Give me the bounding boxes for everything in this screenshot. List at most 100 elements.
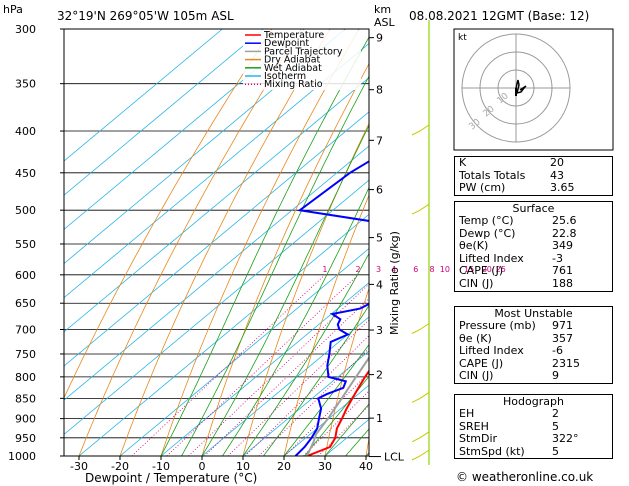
isotherm-line xyxy=(64,29,346,265)
table-row: θe (K) 357 xyxy=(455,331,612,346)
credit-text: © weatheronline.co.uk xyxy=(456,470,594,484)
wet-adiabat-line xyxy=(160,36,369,456)
row-label: SREH xyxy=(459,419,489,433)
km-tick-label: 7 xyxy=(376,134,383,147)
series-line-dewpoint xyxy=(294,160,369,456)
mixing-ratio-label: 8 xyxy=(429,265,434,274)
hodograph-trace xyxy=(515,79,527,95)
index-label: Totals Totals xyxy=(459,168,526,182)
row-label: Temp (°C) xyxy=(459,214,514,227)
row-value: 9 xyxy=(552,369,559,383)
station-location: 32°19'N 269°05'W 105m ASL xyxy=(57,9,234,23)
legend-entry: Temperature xyxy=(263,30,324,41)
km-tick-label: 1 xyxy=(376,412,383,425)
datetime-label: 08.08.2021 12GMT (Base: 12) xyxy=(409,9,589,23)
mixing-ratio-axis-title: Mixing Ratio (g/kg) xyxy=(388,231,401,335)
wind-barb xyxy=(411,431,430,443)
row-value: 5 xyxy=(552,444,559,458)
row-label: CIN (J) xyxy=(459,369,494,383)
pressure-tick-label: 750 xyxy=(15,348,36,361)
dry-adiabat-line xyxy=(283,194,369,456)
temperature-axis: -30 -20 -10 0 10 20 30 40 xyxy=(70,456,373,473)
series-line-parcel-trajectory xyxy=(306,356,369,456)
row-value: -3 xyxy=(552,251,563,265)
row-value: 971 xyxy=(552,319,573,332)
hodograph: kt 10 20 30 xyxy=(453,28,614,151)
wet-adiabat-line xyxy=(201,124,369,456)
pressure-tick-label: 950 xyxy=(15,432,36,445)
index-label: K xyxy=(459,156,467,169)
temperature-tick-label: 30 xyxy=(318,460,332,473)
row-value: 25.6 xyxy=(552,214,577,227)
row-value: 2 xyxy=(552,407,559,420)
wet-adiabat-line xyxy=(304,375,369,456)
sounding-series xyxy=(294,160,369,456)
legend-entry: Dewpoint xyxy=(264,38,309,49)
pressure-tick-label: 1000 xyxy=(8,450,36,463)
index-row-pw: PW (cm) 3.65 xyxy=(455,182,612,195)
isotherm-line xyxy=(64,42,369,299)
wind-barb xyxy=(411,449,430,461)
km-tick-label: 2 xyxy=(376,369,383,382)
dry-adiabat-line xyxy=(611,29,629,456)
km-tick-label: 4 xyxy=(376,278,383,291)
temperature-tick-label: 40 xyxy=(359,460,373,473)
mixing-ratio-line xyxy=(166,274,359,456)
isotherm-line xyxy=(64,145,369,401)
table-row: CAPE (J) 2315 xyxy=(455,357,612,371)
mixing-ratio-line xyxy=(188,283,369,456)
isotherm-line xyxy=(64,179,369,435)
temperature-tick-label: 10 xyxy=(236,460,250,473)
pressure-axis: 300 350 400 450 500 550 600 650 700 750 800 850 900 9… xyxy=(8,23,64,463)
row-value: 322° xyxy=(552,432,579,446)
mixing-ratio-label: 4 xyxy=(391,265,396,274)
index-row-totals: Totals Totals 43 xyxy=(455,168,612,183)
wind-barb xyxy=(411,124,430,136)
km-axis: 9 8 7 6 5 4 3 2 1 LCL xyxy=(368,29,405,464)
row-label: StmSpd (kt) xyxy=(459,444,525,458)
row-label: CIN (J) xyxy=(459,276,494,290)
row-value: 188 xyxy=(552,276,573,290)
mixing-ratio-label: 10 xyxy=(440,265,450,274)
mixing-ratio-label: 1 xyxy=(322,265,327,274)
row-label: Dewp (°C) xyxy=(459,226,516,240)
isotherm-line xyxy=(64,29,223,162)
pressure-tick-label: 900 xyxy=(15,413,36,426)
background-lines xyxy=(64,29,629,456)
dry-adiabat-line xyxy=(119,29,331,456)
dry-adiabat-line xyxy=(78,29,302,456)
mixing-ratio-label: 20 xyxy=(482,265,492,274)
table-row: Lifted Index -3 xyxy=(455,251,612,266)
index-value: 20 xyxy=(550,156,564,169)
table-row: Dewp (°C) 22.8 xyxy=(455,226,612,241)
mixing-ratio-line xyxy=(284,372,369,456)
pressure-tick-label: 650 xyxy=(15,297,36,310)
mixing-ratio-label: 3 xyxy=(376,265,381,274)
pressure-tick-label: 600 xyxy=(15,269,36,282)
most-unstable-table: Most Unstable Pressure (mb) 971 θe (K) 357… xyxy=(454,306,613,384)
dry-adiabat-line xyxy=(201,62,369,456)
isotherm-line xyxy=(64,29,264,196)
table-row: Temp (°C) 25.6 xyxy=(455,214,612,228)
km-tick-label: 6 xyxy=(376,184,383,197)
hpa-label: hPa xyxy=(3,3,23,16)
hodograph-table: Hodograph EH 2 SREH 5 StmDir 322° StmSpd (k… xyxy=(454,394,613,460)
hodograph-units: kt xyxy=(458,33,467,43)
mixing-ratio-label: 6 xyxy=(413,265,418,274)
x-axis-title: Dewpoint / Temperature (°C) xyxy=(85,471,257,485)
pressure-tick-label: 400 xyxy=(15,125,36,138)
legend-entry: Dry Adiabat xyxy=(264,55,321,66)
temperature-tick-label: -20 xyxy=(111,460,129,473)
row-label: θe (K) xyxy=(459,331,492,345)
wet-adiabat-line xyxy=(283,343,369,456)
pressure-tick-label: 450 xyxy=(15,167,36,180)
isotherm-line xyxy=(64,29,305,230)
wind-barb xyxy=(411,391,430,403)
table-row: EH 2 xyxy=(455,407,612,421)
isotherm-line xyxy=(64,77,369,333)
isotherm-line xyxy=(78,213,369,456)
temperature-tick-label: 0 xyxy=(199,460,206,473)
dry-adiabat-line xyxy=(160,29,360,456)
